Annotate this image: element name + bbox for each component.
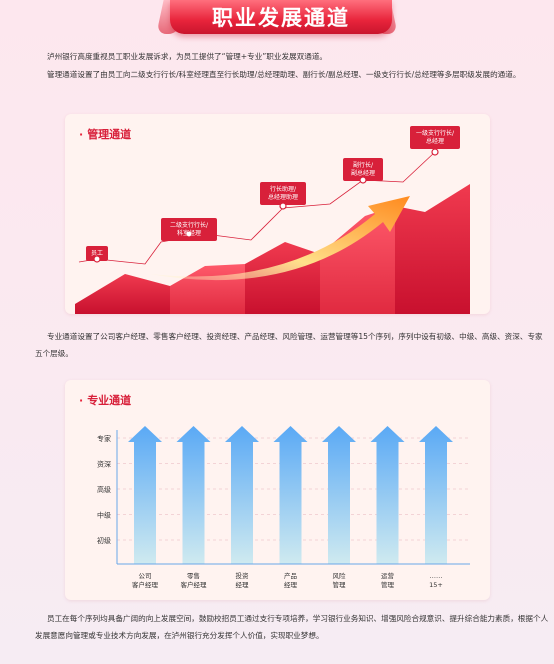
step-label-box bbox=[161, 218, 217, 241]
step-label-text: 一级支行行长/ bbox=[416, 129, 455, 137]
step-dot bbox=[93, 255, 101, 263]
track-arrow bbox=[370, 426, 405, 564]
step-label-text: 科室经理 bbox=[177, 229, 201, 237]
track-label: 风险 bbox=[333, 571, 347, 580]
track-arrow bbox=[322, 426, 356, 564]
step-label-text: 副总经理 bbox=[351, 169, 375, 177]
level-label: 初级 bbox=[97, 536, 111, 545]
track-label: …… bbox=[430, 572, 443, 580]
bar-block-2 bbox=[170, 264, 245, 314]
management-step-3: 行长助理/总经理助理 bbox=[260, 182, 306, 210]
page-title: 职业发展通道 bbox=[212, 6, 350, 30]
management-step-4: 副行长/副总经理 bbox=[343, 158, 383, 184]
level-label: 高级 bbox=[97, 485, 111, 494]
track-label: 管理 bbox=[381, 580, 395, 589]
intro-paragraph-1: 泸州银行高度重视员工职业发展诉求，为员工提供了“管理+专业”职业发展双通道。 bbox=[47, 52, 328, 61]
professional-card-title: · 专业通道 bbox=[79, 394, 132, 407]
closing-paragraph: 员工在每个序列均具备广阔的向上发展空间，鼓励校招员工通过支行专项培养，学习银行业… bbox=[35, 614, 549, 640]
level-label: 资深 bbox=[97, 460, 111, 469]
track-label: 客户经理 bbox=[132, 580, 159, 589]
management-card-title: · 管理通道 bbox=[79, 128, 132, 141]
step-label-box bbox=[260, 182, 306, 205]
track-label: 15+ bbox=[429, 581, 443, 589]
management-step-2: 二级支行行长/科室经理 bbox=[161, 218, 217, 241]
management-channel-graphic: 员工 二级支行行长/科室经理 行长助理/总经理助理 副行长/副总经理 一级支行行长/总经… bbox=[75, 126, 470, 314]
professional-channel-card: · 专业通道 专家 资深 高级 中级 初级 公司 客户经理 零售 客户经理 投资 经理 产品 经理 风险管… bbox=[65, 380, 490, 600]
step-label-text: 副行长/ bbox=[353, 161, 374, 169]
track-label: 零售 bbox=[187, 571, 200, 580]
track-label: 公司 bbox=[139, 572, 152, 580]
track-label: 运营 bbox=[381, 571, 395, 580]
track-label: 经理 bbox=[284, 580, 298, 589]
management-step-5: 一级支行行长/总经理 bbox=[410, 126, 460, 156]
professional-paragraph: 专业通道设置了公司客户经理、零售客户经理、投资经理、产品经理、风险管理、运营管理… bbox=[35, 332, 543, 358]
level-label: 中级 bbox=[97, 511, 111, 520]
track-arrow bbox=[273, 426, 308, 564]
step-label-box bbox=[86, 246, 108, 261]
bar-block-4 bbox=[320, 206, 395, 314]
step-label-text: 总经理 bbox=[426, 137, 444, 145]
step-label-box bbox=[343, 158, 383, 181]
level-label: 专家 bbox=[97, 434, 111, 443]
professional-card-title-text: 专业通道 bbox=[87, 394, 132, 407]
step-dot bbox=[185, 230, 193, 238]
title-banner: 职业发展通道 bbox=[170, 0, 392, 34]
step-label-text: 总经理助理 bbox=[268, 193, 298, 201]
bar-block-3 bbox=[245, 242, 320, 314]
track-arrow bbox=[128, 426, 162, 564]
step-label-text: 员工 bbox=[91, 250, 103, 257]
step-label-box bbox=[410, 126, 460, 149]
bar-block-5 bbox=[395, 184, 470, 314]
step-dot bbox=[279, 202, 287, 210]
track-label: 产品 bbox=[284, 571, 297, 580]
step-label-text: 二级支行行长/ bbox=[170, 221, 209, 229]
track-arrow bbox=[419, 426, 453, 564]
track-label: 投资 bbox=[236, 571, 250, 580]
track-arrow bbox=[225, 426, 259, 564]
management-card-title-text: 管理通道 bbox=[87, 128, 132, 141]
track-label: 客户经理 bbox=[181, 580, 208, 589]
step-label-text: 行长助理/ bbox=[270, 185, 297, 193]
step-dot bbox=[359, 176, 367, 184]
step-dot bbox=[431, 148, 439, 156]
management-step-1: 员工 bbox=[86, 246, 108, 263]
growth-arrow bbox=[150, 196, 410, 281]
track-arrow bbox=[176, 426, 211, 564]
intro-paragraph-2: 管理通道设置了由员工向二级支行行长/科室经理直至行长助理/总经理助理、副行长/副… bbox=[47, 70, 521, 79]
track-label: 管理 bbox=[333, 580, 347, 589]
management-channel-card: · 管理通道 员工 二级支行行长/科室经理 行长助理/总经理助 bbox=[65, 114, 490, 314]
track-label: 经理 bbox=[236, 580, 250, 589]
bar-block-1 bbox=[75, 274, 170, 314]
